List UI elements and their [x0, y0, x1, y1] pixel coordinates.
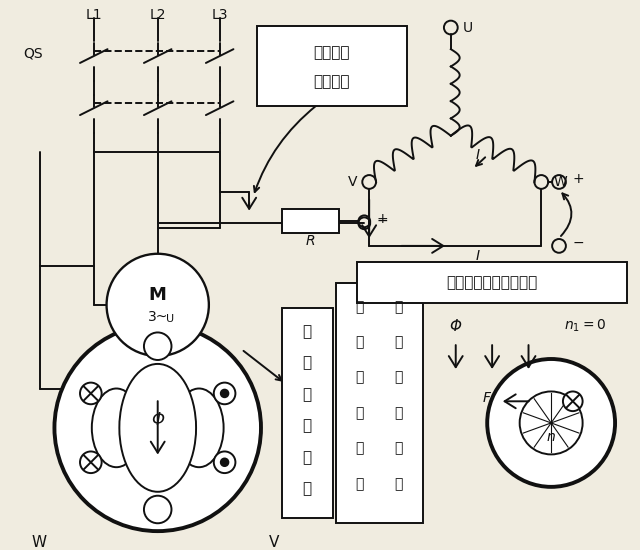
- Text: W: W: [31, 536, 47, 550]
- Text: 动: 动: [394, 336, 403, 349]
- Circle shape: [221, 389, 228, 397]
- Text: L3: L3: [211, 8, 228, 22]
- Text: R: R: [305, 234, 315, 248]
- Text: W: W: [553, 175, 567, 189]
- Circle shape: [144, 332, 172, 360]
- Text: 转: 转: [394, 371, 403, 384]
- Text: V: V: [269, 536, 279, 550]
- Text: $n_1=0$: $n_1=0$: [564, 318, 607, 334]
- Text: 产: 产: [303, 324, 312, 339]
- Text: L2: L2: [150, 8, 166, 22]
- Text: 生: 生: [303, 355, 312, 371]
- Text: 接通直流: 接通直流: [314, 74, 350, 89]
- FancyBboxPatch shape: [257, 25, 406, 106]
- Text: +: +: [573, 172, 584, 186]
- Text: I: I: [476, 148, 479, 162]
- Text: U: U: [166, 314, 173, 323]
- Text: 3~: 3~: [148, 310, 168, 324]
- Circle shape: [107, 254, 209, 356]
- Ellipse shape: [119, 364, 196, 492]
- Text: 机: 机: [355, 477, 364, 491]
- Text: Φ: Φ: [450, 320, 461, 334]
- Text: 力: 力: [355, 371, 364, 384]
- Text: QS: QS: [23, 46, 43, 60]
- Text: −: −: [573, 236, 584, 250]
- Bar: [282, 210, 339, 233]
- Circle shape: [214, 452, 236, 473]
- Circle shape: [563, 392, 582, 411]
- Circle shape: [80, 383, 102, 404]
- Text: I: I: [476, 249, 479, 263]
- FancyBboxPatch shape: [357, 262, 627, 303]
- Circle shape: [520, 392, 582, 454]
- Ellipse shape: [92, 388, 141, 467]
- Text: 恒: 恒: [303, 387, 312, 402]
- Circle shape: [221, 459, 228, 466]
- Text: 反: 反: [394, 477, 403, 491]
- Text: 电: 电: [355, 442, 364, 455]
- Text: 方: 方: [394, 406, 403, 420]
- Circle shape: [144, 496, 172, 523]
- Text: +: +: [376, 212, 388, 227]
- Circle shape: [54, 324, 261, 531]
- Text: U: U: [463, 20, 473, 35]
- Circle shape: [487, 359, 615, 487]
- Text: L1: L1: [86, 8, 102, 22]
- Ellipse shape: [175, 388, 223, 467]
- Text: F: F: [482, 392, 490, 405]
- Text: 导: 导: [355, 300, 364, 314]
- Circle shape: [214, 383, 236, 404]
- Text: V: V: [348, 175, 357, 189]
- Text: 受: 受: [355, 336, 364, 349]
- Text: −: −: [376, 214, 388, 228]
- Text: 两相绕组通入直流电流: 两相绕组通入直流电流: [447, 275, 538, 290]
- Text: M: M: [148, 286, 166, 304]
- FancyBboxPatch shape: [336, 283, 423, 523]
- Text: 定: 定: [303, 419, 312, 433]
- Text: 向: 向: [394, 442, 403, 455]
- FancyBboxPatch shape: [282, 308, 333, 518]
- Text: 切断交流: 切断交流: [314, 46, 350, 60]
- Circle shape: [80, 452, 102, 473]
- Text: Φ: Φ: [151, 411, 164, 429]
- Text: 体: 体: [394, 300, 403, 314]
- Text: 场: 场: [303, 481, 312, 496]
- Text: 向: 向: [355, 406, 364, 420]
- Text: 磁: 磁: [303, 450, 312, 465]
- Text: n: n: [547, 430, 556, 444]
